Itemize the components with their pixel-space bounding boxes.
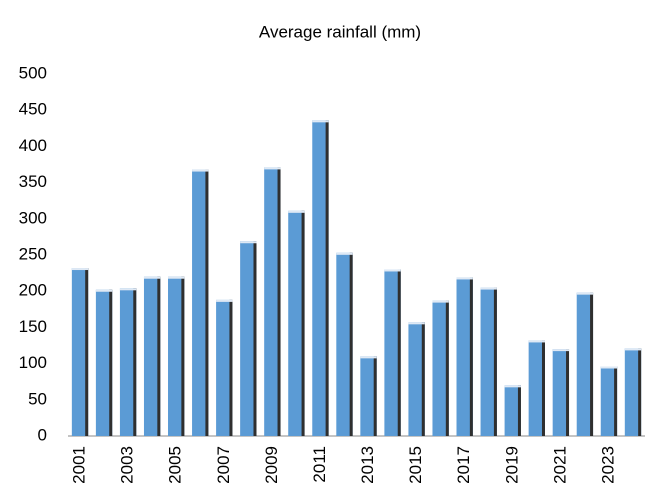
chart-title: Average rainfall (mm)	[259, 22, 421, 41]
bar	[360, 356, 377, 436]
x-tick-label: 2019	[502, 446, 521, 484]
y-tick-label: 450	[19, 100, 47, 119]
bar	[71, 268, 89, 436]
bar	[456, 277, 473, 436]
x-tick-label: 2001	[70, 446, 89, 484]
x-tick-label: 2003	[118, 446, 137, 484]
bar	[143, 276, 161, 436]
x-tick-label: 2013	[358, 446, 377, 484]
x-tick-label: 2015	[406, 446, 425, 484]
bar	[576, 292, 594, 436]
bar	[119, 288, 137, 436]
bar	[312, 120, 329, 436]
x-tick-label: 2005	[166, 446, 185, 484]
bar	[168, 276, 185, 436]
y-tick-label: 350	[19, 172, 47, 191]
y-tick-label: 250	[19, 244, 47, 263]
y-tick-label: 400	[19, 136, 47, 155]
x-tick-label: 2011	[310, 446, 329, 483]
bar	[432, 300, 449, 436]
y-tick-label: 100	[19, 353, 47, 372]
bar	[288, 210, 305, 436]
y-tick-label: 0	[38, 425, 47, 444]
bar	[504, 385, 521, 436]
x-tick-label: 2021	[550, 446, 569, 484]
y-tick-label: 50	[28, 389, 47, 408]
bar	[480, 287, 497, 436]
bar	[528, 340, 545, 436]
bar	[408, 322, 425, 436]
bar	[240, 241, 257, 436]
y-tick-label: 500	[19, 63, 47, 82]
bar	[95, 289, 113, 436]
bar	[216, 299, 233, 436]
y-tick-label: 200	[19, 281, 47, 300]
y-tick-label: 300	[19, 208, 47, 227]
bar	[192, 169, 209, 436]
bar	[600, 366, 618, 436]
bar	[624, 348, 642, 436]
bar	[552, 349, 570, 436]
y-tick-label: 150	[19, 317, 47, 336]
x-tick-label: 2023	[598, 446, 617, 484]
x-tick-label: 2007	[214, 446, 233, 484]
bar	[336, 252, 353, 436]
x-tick-label: 2017	[454, 446, 473, 484]
bar	[384, 269, 401, 436]
x-tick-label: 2009	[262, 446, 281, 484]
bar	[264, 167, 281, 436]
